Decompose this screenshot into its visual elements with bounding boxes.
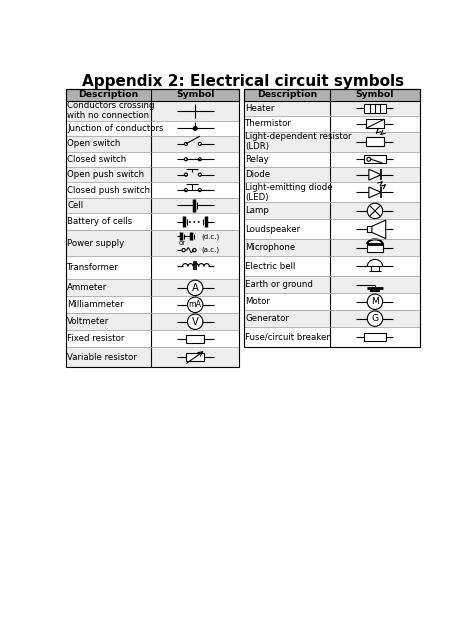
Text: Open push switch: Open push switch	[67, 170, 145, 179]
Polygon shape	[369, 187, 381, 198]
Circle shape	[198, 143, 201, 146]
Text: Closed switch: Closed switch	[67, 154, 127, 164]
Text: M: M	[371, 297, 379, 306]
Bar	[66, 313, 239, 330]
Circle shape	[188, 297, 203, 313]
Circle shape	[367, 294, 383, 310]
Text: V: V	[192, 317, 199, 327]
Text: Junction of conductors: Junction of conductors	[67, 124, 164, 133]
Bar	[66, 347, 239, 367]
Text: Relay: Relay	[245, 154, 269, 164]
Bar	[186, 335, 204, 342]
Bar	[244, 310, 420, 327]
Bar	[66, 330, 239, 347]
Polygon shape	[372, 220, 386, 239]
Polygon shape	[369, 170, 381, 180]
Bar	[66, 100, 239, 121]
Text: Milliammeter: Milliammeter	[67, 300, 124, 310]
Text: Motor: Motor	[245, 297, 270, 306]
Bar	[66, 256, 239, 279]
Bar	[66, 89, 239, 367]
Text: A: A	[192, 283, 199, 293]
Circle shape	[198, 158, 201, 161]
Text: Variable resistor: Variable resistor	[67, 353, 137, 362]
Bar	[244, 182, 420, 202]
Text: Heater: Heater	[245, 104, 274, 113]
Text: mA: mA	[189, 300, 201, 310]
Bar	[366, 137, 384, 146]
Circle shape	[367, 203, 383, 219]
Bar	[244, 151, 420, 167]
Text: Ammeter: Ammeter	[67, 283, 108, 293]
Bar	[66, 167, 239, 182]
Bar	[244, 132, 420, 151]
Text: Lamp: Lamp	[245, 207, 269, 215]
Text: Open switch: Open switch	[67, 139, 121, 148]
Bar	[244, 116, 420, 132]
Text: Electric bell: Electric bell	[245, 262, 296, 271]
Text: Light-emitting diode
(LED): Light-emitting diode (LED)	[245, 183, 333, 202]
Bar	[66, 89, 239, 100]
Bar	[66, 151, 239, 167]
Bar	[244, 256, 420, 276]
Bar	[364, 156, 386, 163]
Bar	[66, 121, 239, 136]
Bar	[66, 136, 239, 151]
Text: Generator: Generator	[245, 314, 289, 323]
Bar	[366, 119, 384, 129]
Text: Earth or ground: Earth or ground	[245, 280, 313, 290]
Text: Transformer: Transformer	[67, 263, 119, 273]
Text: Loudspeaker: Loudspeaker	[245, 225, 301, 234]
Bar	[66, 296, 239, 313]
Bar	[244, 327, 420, 347]
Circle shape	[184, 158, 188, 161]
Text: Diode: Diode	[245, 170, 270, 179]
Text: (a.c.): (a.c.)	[201, 247, 219, 254]
Circle shape	[188, 280, 203, 296]
Text: Microphone: Microphone	[245, 243, 295, 252]
Bar	[244, 100, 420, 116]
Text: Description: Description	[78, 90, 139, 99]
Bar	[244, 276, 420, 293]
Text: (d.c.): (d.c.)	[201, 233, 219, 239]
Bar	[244, 239, 420, 256]
Circle shape	[188, 314, 203, 330]
Bar	[244, 167, 420, 182]
Text: or: or	[178, 241, 185, 246]
Circle shape	[184, 143, 188, 146]
Text: Power supply: Power supply	[67, 239, 125, 247]
Text: Voltmeter: Voltmeter	[67, 317, 109, 327]
Text: Thermistor: Thermistor	[245, 119, 292, 128]
Text: Cell: Cell	[67, 201, 83, 210]
Bar	[244, 89, 420, 347]
Text: Fuse/circuit breaker: Fuse/circuit breaker	[245, 333, 330, 342]
Bar	[244, 202, 420, 219]
Circle shape	[367, 311, 383, 327]
Text: Description: Description	[257, 90, 317, 99]
Text: Symbol: Symbol	[356, 90, 394, 99]
Text: Closed push switch: Closed push switch	[67, 186, 150, 195]
Bar	[364, 333, 386, 341]
Circle shape	[193, 127, 197, 131]
Text: Conductors crossing
with no connection: Conductors crossing with no connection	[67, 101, 155, 121]
Bar	[244, 293, 420, 310]
Text: Symbol: Symbol	[176, 90, 214, 99]
Bar	[364, 104, 386, 113]
Bar	[244, 219, 420, 239]
Bar	[186, 354, 204, 361]
Bar	[244, 89, 420, 100]
Bar	[367, 244, 383, 252]
Bar	[66, 213, 239, 230]
Bar	[66, 198, 239, 213]
Text: Fixed resistor: Fixed resistor	[67, 334, 125, 343]
Bar	[66, 279, 239, 296]
Text: Appendix 2: Electrical circuit symbols: Appendix 2: Electrical circuit symbols	[82, 74, 404, 89]
Bar	[66, 182, 239, 198]
Text: Light-dependent resistor
(LDR): Light-dependent resistor (LDR)	[245, 132, 352, 151]
Text: Battery of cells: Battery of cells	[67, 217, 133, 226]
Text: G: G	[372, 314, 379, 323]
Bar	[367, 226, 372, 232]
Bar	[66, 230, 239, 256]
